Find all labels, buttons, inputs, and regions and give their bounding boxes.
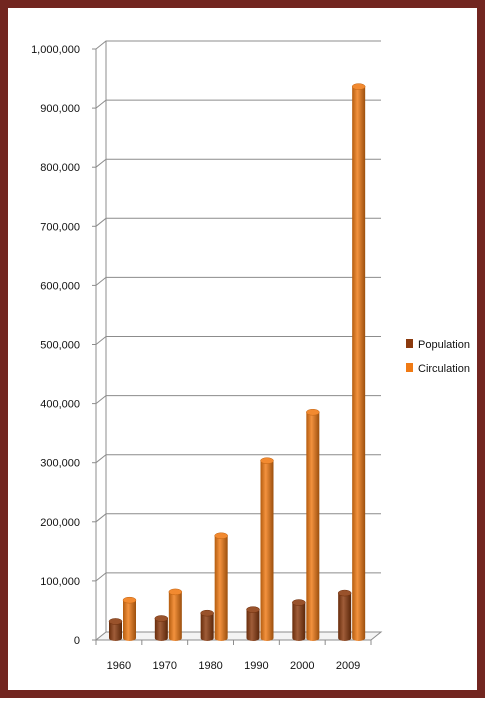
legend-label: Population (418, 339, 470, 351)
x-tick-label: 2009 (336, 660, 360, 672)
y-tick-label: 0 (74, 635, 80, 647)
bar-body (352, 86, 366, 642)
bar-population-2009 (337, 589, 352, 641)
gridline (95, 217, 381, 227)
bar-top (246, 606, 260, 613)
legend-label: Circulation (418, 363, 470, 375)
bar-population-1990 (246, 606, 260, 641)
legend-swatch (406, 339, 413, 348)
bar-body (200, 613, 214, 641)
y-tick-label: 300,000 (40, 458, 80, 470)
bar-top (337, 589, 352, 597)
gridline (95, 276, 381, 286)
bar-top (292, 599, 306, 606)
bar-top (154, 615, 169, 622)
bar-population-2000 (292, 599, 306, 641)
bar-body (306, 412, 320, 641)
x-tick-label: 1970 (153, 660, 177, 672)
x-axis-tick-labels: 1960 1970 1980 1990 2000 2009 (107, 660, 361, 672)
gridline (95, 513, 381, 523)
bar-top (351, 83, 366, 90)
y-tick-label: 800,000 (40, 162, 80, 174)
bar-body (260, 460, 274, 641)
bar-circulation-2000 (306, 408, 320, 641)
gridlines (95, 40, 381, 582)
bars (108, 83, 366, 642)
x-tick-label: 2000 (290, 660, 314, 672)
y-tick-label: 1,000,000 (31, 44, 80, 56)
bar-circulation-1980 (214, 532, 228, 641)
legend-item-population: Population (406, 339, 470, 351)
y-tick-label: 100,000 (40, 576, 80, 588)
y-tick-label: 600,000 (40, 280, 80, 292)
bar-circulation-1960 (122, 596, 137, 641)
bar-top (108, 618, 123, 625)
bar-circulation-1990 (260, 457, 274, 641)
x-tick-label: 1960 (107, 660, 131, 672)
y-tick-label: 200,000 (40, 517, 80, 529)
bar-circulation-2009 (351, 83, 366, 642)
bar-body (292, 602, 306, 641)
gridline (95, 572, 381, 582)
y-tick-label: 500,000 (40, 340, 80, 352)
bar-body (214, 535, 228, 641)
y-axis-tick-labels: 0 100,000 200,000 300,000 400,000 500,000 600,… (31, 44, 80, 647)
gridline (95, 395, 381, 404)
gridline (95, 336, 381, 345)
bar-body (246, 609, 260, 641)
bar-body (154, 618, 168, 641)
bar-body (338, 593, 352, 641)
gridline (95, 99, 381, 109)
bar-population-1980 (200, 609, 214, 641)
bar-body (123, 600, 136, 641)
legend-swatch (406, 363, 413, 372)
bar-top (260, 457, 274, 464)
bar-body (109, 621, 122, 641)
axes (92, 41, 383, 645)
gridline (95, 40, 381, 50)
bar-top (200, 609, 214, 617)
bar-population-1960 (108, 618, 123, 641)
bar-top (122, 596, 137, 604)
bar-population-1970 (154, 615, 169, 641)
y-tick-label: 900,000 (40, 103, 80, 115)
x-tick-label: 1990 (244, 660, 268, 672)
bar-body (168, 591, 182, 641)
bar-top (168, 588, 183, 596)
chart-canvas: 0 100,000 200,000 300,000 400,000 500,000 600,… (31, 40, 470, 672)
bar-circulation-1970 (168, 588, 183, 641)
bar-top (214, 532, 228, 540)
y-tick-label: 400,000 (40, 399, 80, 411)
gridline (95, 158, 381, 168)
y-tick-label: 700,000 (40, 221, 80, 233)
gridline (95, 454, 381, 464)
bar-top (306, 408, 320, 416)
legend-item-circulation: Circulation (406, 363, 470, 375)
legend: Population Circulation (406, 339, 470, 375)
x-tick-label: 1980 (198, 660, 222, 672)
